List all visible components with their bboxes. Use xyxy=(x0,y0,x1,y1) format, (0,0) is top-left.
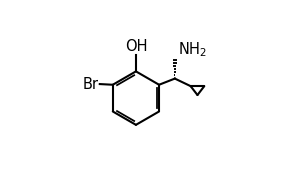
Text: OH: OH xyxy=(125,39,147,54)
Text: Br: Br xyxy=(82,77,98,91)
Text: NH$_2$: NH$_2$ xyxy=(178,40,207,59)
